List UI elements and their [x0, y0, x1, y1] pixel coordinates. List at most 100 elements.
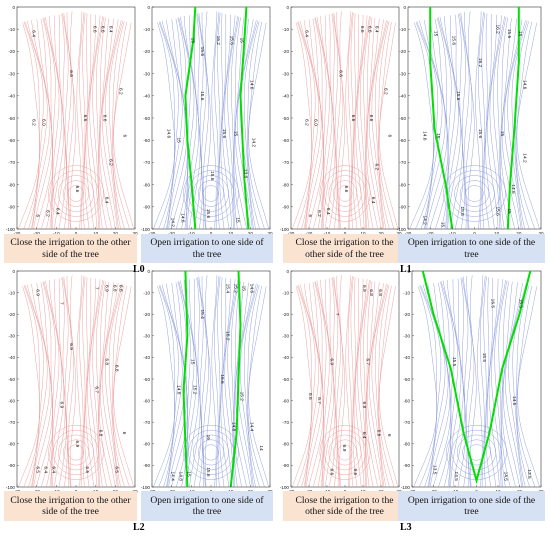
y-tick-label: -30	[143, 334, 150, 339]
contour-loop	[183, 165, 239, 222]
y-tick-label: -80	[403, 442, 410, 447]
x-tick-label: -30	[405, 231, 412, 236]
y-tick-label: -60	[143, 138, 150, 143]
contour-value-label: 6.4	[50, 466, 56, 473]
contour-line	[159, 284, 179, 488]
contour-line	[247, 285, 265, 488]
contour-value-label: 6.6	[343, 186, 349, 193]
contour-value-label: 14.2	[521, 153, 527, 163]
contour-line	[168, 283, 187, 488]
contour-loop	[333, 180, 357, 207]
x-tick-label: 30	[267, 231, 273, 236]
y-tick-label: -50	[282, 377, 289, 382]
contour-line	[450, 279, 464, 488]
contour-value-label: 14.6	[521, 80, 527, 90]
contour-line	[303, 283, 322, 488]
contour-value-label: 6.6	[92, 26, 98, 33]
contour-value-label: 6.6	[100, 26, 106, 33]
contour-value-label: 14	[258, 445, 264, 451]
contour-value-label: 15.5	[481, 353, 487, 363]
contour-line	[100, 282, 116, 488]
contour-line	[501, 281, 516, 488]
contour-line	[76, 11, 83, 230]
contour-value-label: 15	[439, 222, 445, 228]
contour-value-label: 6	[121, 432, 127, 435]
contour-value-label: 7	[334, 313, 340, 316]
contour-line	[371, 283, 387, 488]
contour-line	[166, 20, 186, 230]
contour-line	[500, 18, 516, 230]
contour-line	[69, 11, 77, 230]
contour-line	[460, 12, 470, 230]
contour-value-label: 15	[185, 471, 191, 477]
contour-value-label: 14.6	[248, 80, 254, 90]
contour-line	[444, 16, 459, 230]
y-tick-label: -70	[8, 160, 15, 165]
y-tick-label: -50	[403, 377, 410, 382]
contour-value-label: 16	[205, 435, 211, 441]
contour-line	[186, 279, 200, 488]
contour-value-label: 16.2	[495, 24, 501, 34]
contour-line	[204, 11, 212, 230]
contour-line	[211, 275, 218, 488]
contour-line	[33, 283, 52, 488]
y-tick-label: -40	[282, 355, 289, 360]
y-tick-label: -60	[143, 398, 150, 403]
contour-loop	[456, 434, 497, 471]
contour-line	[63, 12, 72, 230]
contour-line	[227, 16, 239, 230]
contour-line	[483, 13, 490, 230]
contour-loop	[462, 439, 491, 466]
contour-value-label: 6.2	[117, 88, 123, 95]
highlight-contour	[421, 270, 532, 485]
contour-line	[353, 277, 362, 488]
contour-value-label: 6.2	[45, 210, 51, 217]
contour-value-label: 6.8	[377, 289, 383, 296]
contour-lines	[292, 11, 399, 230]
contour-line	[112, 22, 130, 230]
contour-line	[96, 16, 105, 230]
contour-value-label: 14.4	[248, 422, 254, 432]
contour-line	[82, 276, 86, 488]
y-tick-label: -70	[282, 160, 289, 165]
contour-value-label: 6.8	[103, 358, 109, 365]
contour-panel: -100-90-80-70-60-50-40-30-20-100-30-20-1…	[141, 5, 273, 236]
contour-line	[237, 19, 254, 230]
contour-loop	[465, 185, 484, 202]
contour-line	[515, 21, 530, 230]
y-tick-label: -90	[143, 205, 150, 210]
contour-loop	[337, 444, 353, 461]
y-tick-label: -80	[8, 442, 15, 447]
contour-line	[62, 13, 69, 230]
contour-line	[99, 18, 112, 230]
x-tick-label: 10	[360, 231, 366, 236]
y-tick-label: -10	[282, 290, 289, 295]
contour-loop	[337, 185, 353, 202]
y-tick-label: -90	[282, 205, 289, 210]
contour-value-label: 14.8	[178, 472, 184, 482]
contour-line	[108, 284, 124, 488]
contour-line	[499, 17, 510, 230]
contour-line	[292, 22, 313, 230]
contour-line	[62, 277, 69, 488]
contour-line	[43, 281, 56, 488]
contour-line	[112, 21, 125, 230]
contour-line	[366, 18, 378, 230]
contour-value-label: 7	[94, 287, 100, 290]
y-tick-label: -40	[143, 355, 150, 360]
contour-line	[158, 22, 175, 230]
contour-value-label: 15.5	[451, 357, 457, 367]
contour-line	[183, 16, 198, 230]
contour-panel: -100-90-80-70-60-50-40-30-20-100-30-20-1…	[401, 269, 544, 494]
contour-value-label: 15.4	[199, 309, 205, 319]
contour-line	[96, 280, 105, 488]
contour-line	[315, 281, 327, 488]
y-tick-label: -50	[399, 116, 406, 121]
contour-loop	[197, 439, 225, 466]
y-tick-label: -100	[6, 227, 16, 232]
contour-line	[516, 22, 540, 230]
contour-loop	[451, 429, 502, 476]
y-tick-label: -50	[8, 116, 15, 121]
caption-l1-close: Close the irrigation to the other side o…	[283, 234, 406, 263]
contour-line	[320, 16, 333, 230]
